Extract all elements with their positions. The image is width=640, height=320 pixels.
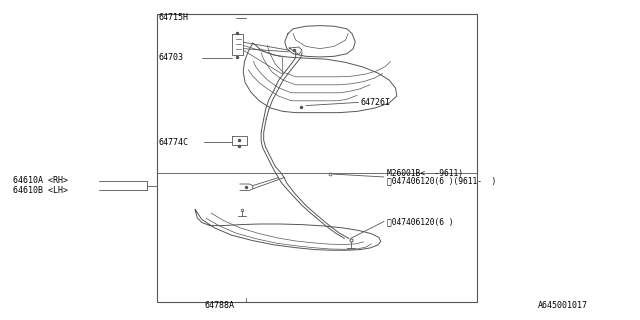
Text: M26001B<  -9611): M26001B< -9611) xyxy=(387,169,463,178)
Text: A645001017: A645001017 xyxy=(538,301,588,310)
Text: 64774C: 64774C xyxy=(159,138,189,147)
Text: 64715H: 64715H xyxy=(159,13,189,22)
Text: Ⓢ047406120(6 ): Ⓢ047406120(6 ) xyxy=(387,217,454,226)
Text: 64788A: 64788A xyxy=(205,301,235,310)
Text: 64610A <RH>: 64610A <RH> xyxy=(13,176,68,185)
Bar xyxy=(157,14,477,302)
Text: 64610B <LH>: 64610B <LH> xyxy=(13,186,68,195)
Text: 64703: 64703 xyxy=(159,53,184,62)
Text: Ⓢ047406120(6 )(9611-  ): Ⓢ047406120(6 )(9611- ) xyxy=(387,176,497,185)
Text: 64726I: 64726I xyxy=(360,98,390,107)
